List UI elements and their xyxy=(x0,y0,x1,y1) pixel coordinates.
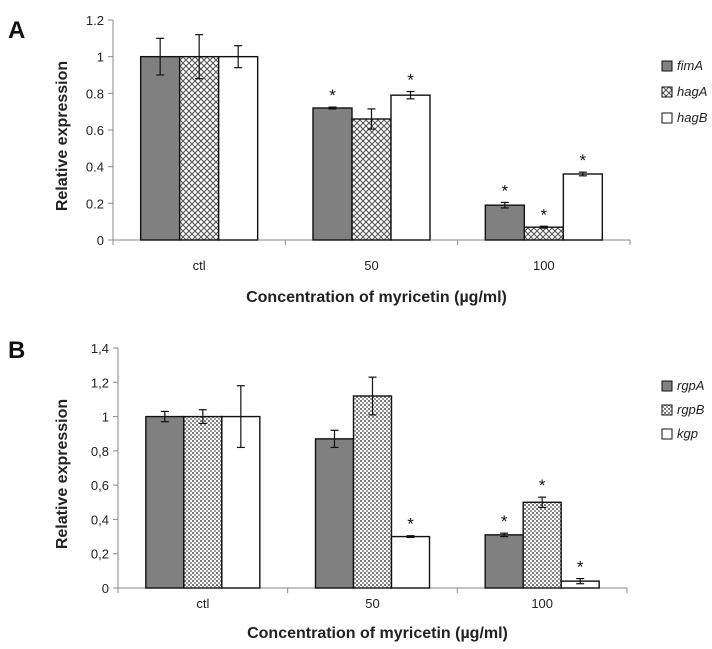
bar-kgp-50 xyxy=(390,535,431,589)
bar-hagA-ctl xyxy=(178,55,220,241)
bar-fimA-50 xyxy=(312,107,353,241)
significance-star: * xyxy=(580,151,587,170)
y-tick-label: 0,4 xyxy=(91,512,109,527)
bar-hagB-100 xyxy=(562,173,604,241)
y-tick-label: 0 xyxy=(102,581,109,596)
bar-rgpB-100 xyxy=(522,501,562,589)
significance-star: * xyxy=(541,205,548,224)
bar-hagB-50 xyxy=(390,94,431,241)
y-tick-label: 0.8 xyxy=(86,86,104,101)
x-axis-title: Concentration of myricetin (µg/ml) xyxy=(247,625,508,642)
y-tick-label: 0.2 xyxy=(86,196,104,211)
x-tick-label: ctl xyxy=(193,258,206,273)
significance-star: * xyxy=(502,181,509,200)
bar-hagA-100 xyxy=(523,226,565,241)
y-axis-title: Relative expression xyxy=(54,61,71,211)
significance-star: * xyxy=(577,558,584,577)
y-tick-label: 0,2 xyxy=(91,547,109,562)
x-tick-label: 50 xyxy=(364,258,378,273)
x-axis-title: Concentration of myricetin (µg/ml) xyxy=(246,289,507,306)
y-tick-label: 0,6 xyxy=(91,478,109,493)
y-tick-label: 1.2 xyxy=(86,13,104,28)
x-tick-label: ctl xyxy=(196,596,209,611)
bar-fimA-ctl xyxy=(139,55,181,241)
legend-label-rgpB: rgpB xyxy=(677,402,705,417)
x-tick-label: 50 xyxy=(365,596,379,611)
x-tick-label: 100 xyxy=(533,258,555,273)
legend-swatch-rgpA xyxy=(661,380,673,392)
bar-hagA-50 xyxy=(351,118,392,241)
panel-letter: A xyxy=(8,17,25,44)
chart-a-svg: A 0 0.2 0.4 0.6 0.8 1 1.2 Relative expression ctl… xyxy=(8,13,708,306)
panel-letter: B xyxy=(8,337,25,364)
y-tick-label: 0 xyxy=(97,233,104,248)
y-tick-label: 0.4 xyxy=(86,160,104,175)
bar-rgpA-ctl xyxy=(145,415,185,589)
legend-swatch-hagB xyxy=(661,112,673,124)
legend-swatch-kgp xyxy=(661,428,673,440)
x-tick-label: 100 xyxy=(531,596,553,611)
bar-rgpA-100 xyxy=(484,534,524,589)
significance-star: * xyxy=(407,71,414,90)
y-tick-label: 1,4 xyxy=(91,341,109,356)
legend-label-hagA: hagA xyxy=(677,84,707,99)
legend-label-fimA: fimA xyxy=(677,58,703,73)
chart-b-svg: B 0 0,2 0,4 0,6 0,8 1 1,2 1,4 Relative expression… xyxy=(8,337,705,642)
y-tick-label: 1,2 xyxy=(91,375,109,390)
y-axis-title: Relative expression xyxy=(54,399,71,549)
bar-rgpA-50 xyxy=(314,438,355,589)
legend-label-kgp: kgp xyxy=(677,426,698,441)
y-tick-label: 0.6 xyxy=(86,123,104,138)
bar-hagB-ctl xyxy=(217,55,259,241)
legend-swatch-fimA xyxy=(661,60,673,72)
legend-label-rgpA: rgpA xyxy=(677,378,704,393)
y-tick-label: 0,8 xyxy=(91,444,109,459)
significance-star: * xyxy=(329,86,336,105)
significance-star: * xyxy=(407,515,414,534)
bar-rgpB-ctl xyxy=(183,415,223,589)
significance-star: * xyxy=(501,512,508,531)
y-tick-label: 1 xyxy=(102,410,109,425)
bar-rgpB-50 xyxy=(352,395,393,589)
legend-label-hagB: hagB xyxy=(677,110,708,125)
chart-panel-b: B 0 0,2 0,4 0,6 0,8 1 1,2 1,4 Relative expression… xyxy=(0,320,712,649)
significance-star: * xyxy=(539,476,546,495)
chart-panel-a: A 0 0.2 0.4 0.6 0.8 1 1.2 Relative expression ctl… xyxy=(0,0,712,320)
bar-fimA-100 xyxy=(484,204,526,241)
y-tick-label: 1 xyxy=(97,50,104,65)
legend-swatch-hagA xyxy=(661,86,673,98)
legend-swatch-rgpB xyxy=(661,404,673,416)
